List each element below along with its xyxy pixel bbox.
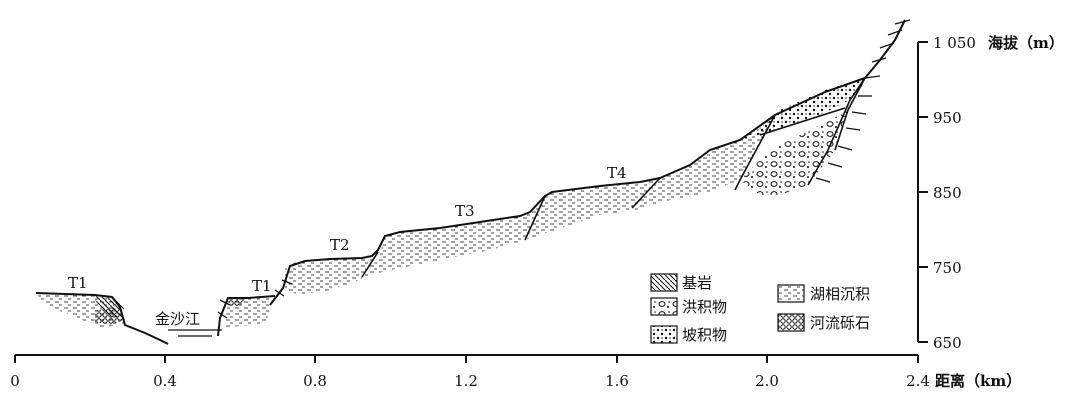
legend-label-slope: 坡积物	[682, 326, 727, 344]
river-gravel	[95, 298, 246, 325]
slope-deposits	[740, 78, 865, 140]
legend-swatch-lake	[777, 284, 805, 303]
elevation-axis: 1 050 海拔（m） 950 850 750 650	[917, 34, 1064, 352]
legend-swatch-gravel	[777, 313, 805, 332]
y-axis-title: 海拔（m）	[988, 34, 1064, 52]
legend-label-lake: 湖相沉积	[810, 285, 870, 303]
legend-label-gravel: 河流砾石	[810, 314, 870, 332]
river-label: 金沙江	[155, 310, 200, 328]
lake-deposits	[36, 115, 775, 327]
x-tick-2-0: 2.0	[755, 372, 779, 390]
terrace-label-t1-right: T1	[252, 277, 272, 295]
flood-deposits	[740, 110, 848, 195]
x-tick-2-4: 2.4	[906, 372, 930, 390]
x-tick-1-6: 1.6	[605, 372, 629, 390]
x-tick-0-8: 0.8	[303, 372, 327, 390]
legend-swatch-bedrock	[650, 273, 678, 292]
y-tick-1050: 1 050	[933, 34, 976, 52]
legend-label-bedrock: 基岩	[682, 274, 712, 292]
legend-swatch-slope	[650, 325, 678, 344]
layer-boundaries	[361, 77, 866, 278]
x-tick-0: 0	[10, 372, 20, 390]
terrace-label-t2: T2	[330, 236, 350, 254]
terrace-label-t1-left: T1	[68, 274, 88, 292]
y-tick-650: 650	[933, 334, 962, 352]
y-tick-950: 950	[933, 109, 962, 127]
y-tick-750: 750	[933, 259, 962, 277]
ground-profile	[35, 19, 906, 345]
distance-axis: 0 0.4 0.8 1.2 1.6 2.0 2.4 距离（km）	[10, 354, 1021, 390]
legend-label-flood: 洪积物	[682, 298, 727, 316]
terrace-label-t3: T3	[455, 202, 475, 220]
x-tick-0-4: 0.4	[153, 372, 177, 390]
river-water	[168, 329, 222, 337]
legend: 基岩 洪积物 坡积物 湖相沉积 河流砾石	[650, 273, 870, 344]
terrace-label-t4: T4	[607, 164, 627, 182]
x-tick-1-2: 1.2	[454, 372, 478, 390]
y-tick-850: 850	[933, 184, 962, 202]
legend-swatch-flood	[650, 297, 678, 316]
x-axis-title: 距离（km）	[935, 372, 1021, 390]
